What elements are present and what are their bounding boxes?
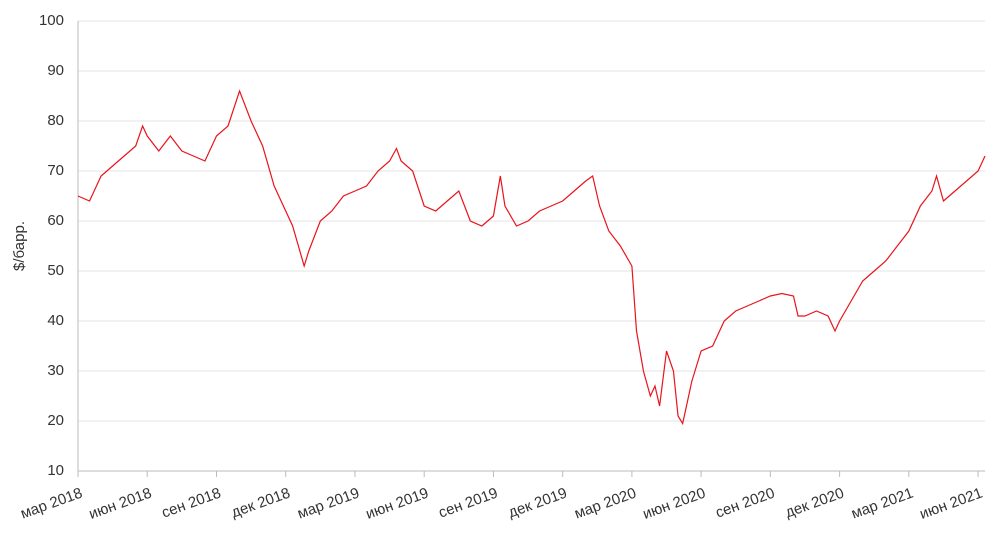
x-tick-label: мар 2021 [849,485,915,523]
y-tick-label: 80 [47,112,64,129]
x-tick-label: июн 2019 [364,485,431,523]
y-axis-label: $/барр. [11,221,28,271]
y-tick-label: 20 [47,412,64,429]
y-tick-label: 10 [47,462,64,479]
x-tick-label: сен 2019 [436,485,500,522]
y-tick-label: 60 [47,212,64,229]
x-tick-label: дек 2019 [506,485,569,522]
y-tick-label: 90 [47,62,64,79]
y-tick-label: 30 [47,362,64,379]
y-tick-label: 70 [47,162,64,179]
x-tick-label: июн 2021 [917,485,984,523]
x-tick-label: июн 2018 [87,485,154,523]
y-tick-label: 40 [47,312,64,329]
x-tick-label: сен 2020 [713,485,777,522]
y-tick-label: 50 [47,262,64,279]
x-tick-label: сен 2018 [159,485,223,522]
x-tick-label: дек 2018 [229,485,292,522]
x-tick-label: мар 2018 [18,485,84,523]
x-tick-label: июн 2020 [641,485,708,523]
x-tick-label: дек 2020 [783,485,846,522]
line [77,89,986,426]
y-tick-label: 100 [39,12,64,29]
x-tick-label: мар 2020 [572,485,638,523]
x-tick-label: мар 2019 [295,485,361,523]
